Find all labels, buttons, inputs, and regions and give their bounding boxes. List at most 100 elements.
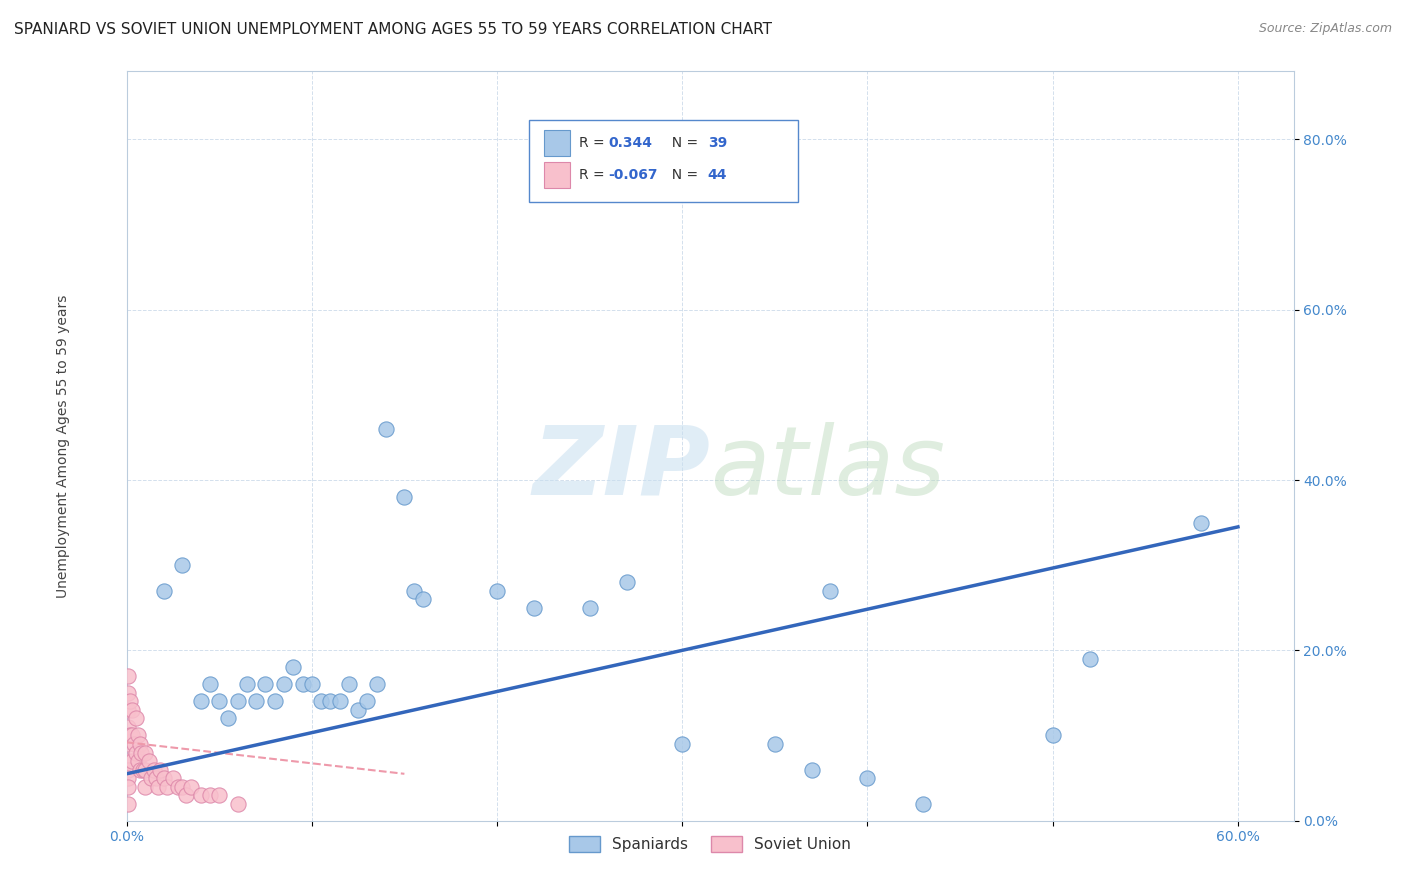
Point — [117, 703, 139, 717]
Point — [121, 754, 143, 768]
Text: 44: 44 — [707, 168, 727, 182]
Point — [273, 677, 295, 691]
Point — [226, 694, 249, 708]
Point — [217, 711, 239, 725]
Text: N =: N = — [664, 136, 703, 150]
Point — [156, 780, 179, 794]
Point — [190, 694, 212, 708]
Point — [208, 694, 231, 708]
Point — [800, 763, 823, 777]
Point — [152, 771, 174, 785]
Point — [1078, 652, 1101, 666]
Text: Unemployment Among Ages 55 to 59 years: Unemployment Among Ages 55 to 59 years — [56, 294, 70, 598]
Point — [671, 737, 693, 751]
Point — [162, 771, 184, 785]
Legend: Spaniards, Soviet Union: Spaniards, Soviet Union — [564, 830, 856, 858]
Point — [117, 771, 139, 785]
Point — [172, 558, 194, 573]
Point — [245, 694, 267, 708]
Point — [143, 763, 166, 777]
Point — [146, 780, 169, 794]
Point — [254, 677, 277, 691]
Point — [132, 763, 155, 777]
Bar — [544, 162, 569, 188]
Point — [131, 746, 153, 760]
Point — [412, 592, 434, 607]
Text: SPANIARD VS SOVIET UNION UNEMPLOYMENT AMONG AGES 55 TO 59 YEARS CORRELATION CHAR: SPANIARD VS SOVIET UNION UNEMPLOYMENT AM… — [14, 22, 772, 37]
Point — [485, 583, 508, 598]
Text: R =: R = — [579, 136, 609, 150]
Point — [120, 729, 142, 743]
Text: Source: ZipAtlas.com: Source: ZipAtlas.com — [1258, 22, 1392, 36]
Point — [122, 737, 145, 751]
Point — [117, 763, 139, 777]
Point — [125, 746, 148, 760]
Point — [134, 746, 156, 760]
Point — [120, 694, 142, 708]
Point — [152, 583, 174, 598]
Point — [127, 754, 149, 768]
Point — [291, 677, 314, 691]
Text: N =: N = — [664, 168, 703, 182]
Point — [319, 694, 342, 708]
FancyBboxPatch shape — [529, 120, 797, 202]
Point — [149, 763, 172, 777]
Text: R =: R = — [579, 168, 609, 182]
Point — [236, 677, 259, 691]
Point — [763, 737, 786, 751]
Point — [523, 600, 546, 615]
Point — [578, 600, 600, 615]
Point — [117, 669, 139, 683]
Text: 0.344: 0.344 — [609, 136, 652, 150]
Point — [121, 703, 143, 717]
Point — [374, 422, 396, 436]
Point — [198, 677, 221, 691]
Point — [127, 729, 149, 743]
Point — [301, 677, 323, 691]
Point — [366, 677, 388, 691]
Point — [128, 737, 150, 751]
Point — [394, 490, 416, 504]
Point — [134, 763, 156, 777]
Text: ZIP: ZIP — [531, 422, 710, 515]
Point — [912, 797, 935, 811]
Point — [208, 788, 231, 802]
Point — [337, 677, 360, 691]
Point — [402, 583, 425, 598]
Point — [117, 780, 139, 794]
Point — [616, 575, 638, 590]
Point — [820, 583, 842, 598]
Point — [356, 694, 378, 708]
Point — [198, 788, 221, 802]
Point — [117, 686, 139, 700]
Point — [145, 771, 167, 785]
Point — [117, 720, 139, 734]
Point — [134, 780, 156, 794]
Point — [174, 788, 197, 802]
Point — [347, 703, 370, 717]
Point — [128, 763, 150, 777]
Bar — [544, 130, 569, 156]
Point — [309, 694, 332, 708]
Point — [125, 711, 148, 725]
Point — [856, 771, 879, 785]
Point — [167, 780, 190, 794]
Point — [180, 780, 202, 794]
Point — [117, 737, 139, 751]
Point — [190, 788, 212, 802]
Point — [263, 694, 285, 708]
Point — [283, 660, 305, 674]
Point — [226, 797, 249, 811]
Point — [139, 771, 162, 785]
Text: -0.067: -0.067 — [609, 168, 658, 182]
Text: 39: 39 — [707, 136, 727, 150]
Point — [329, 694, 352, 708]
Point — [117, 797, 139, 811]
Point — [1042, 729, 1064, 743]
Point — [138, 754, 160, 768]
Point — [117, 754, 139, 768]
Point — [121, 729, 143, 743]
Point — [1189, 516, 1212, 530]
Text: atlas: atlas — [710, 422, 945, 515]
Point — [172, 780, 194, 794]
